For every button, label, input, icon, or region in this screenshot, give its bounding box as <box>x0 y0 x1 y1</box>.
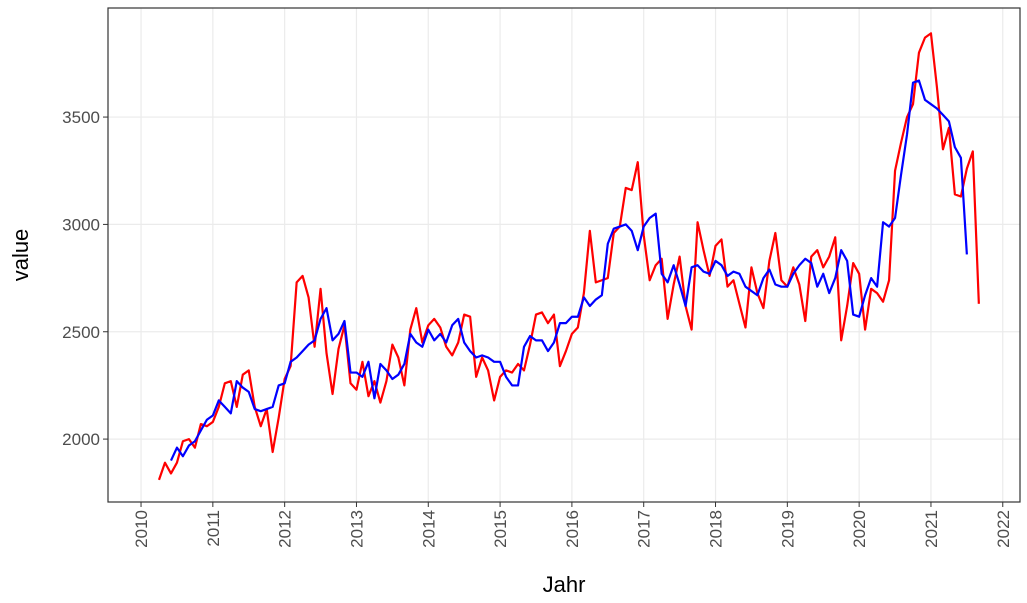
panel <box>108 8 1020 502</box>
series-line <box>169 79 968 462</box>
x-tick-label: 2017 <box>635 510 654 548</box>
x-tick-label: 2020 <box>850 510 869 548</box>
x-tick-label: 2012 <box>276 510 295 548</box>
x-tick-label: 2015 <box>491 510 510 548</box>
x-tick-label: 2016 <box>563 510 582 548</box>
x-axis-title: Jahr <box>543 572 586 597</box>
x-tick-label: 2010 <box>132 510 151 548</box>
x-tick-label: 2014 <box>419 510 438 548</box>
y-tick-label: 2000 <box>62 430 100 449</box>
y-axis-title: value <box>8 229 33 282</box>
x-tick-label: 2018 <box>707 510 726 548</box>
y-tick-label: 2500 <box>62 323 100 342</box>
x-tick-label: 2019 <box>778 510 797 548</box>
x-tick-label: 2021 <box>922 510 941 548</box>
panel-border <box>107 7 1021 503</box>
x-tick-label: 2011 <box>204 510 223 547</box>
series-line <box>157 32 980 481</box>
y-tick-label: 3500 <box>62 108 100 127</box>
x-tick-label: 2022 <box>994 510 1013 548</box>
y-tick-label: 3000 <box>62 215 100 234</box>
x-tick-label: 2013 <box>347 510 366 548</box>
